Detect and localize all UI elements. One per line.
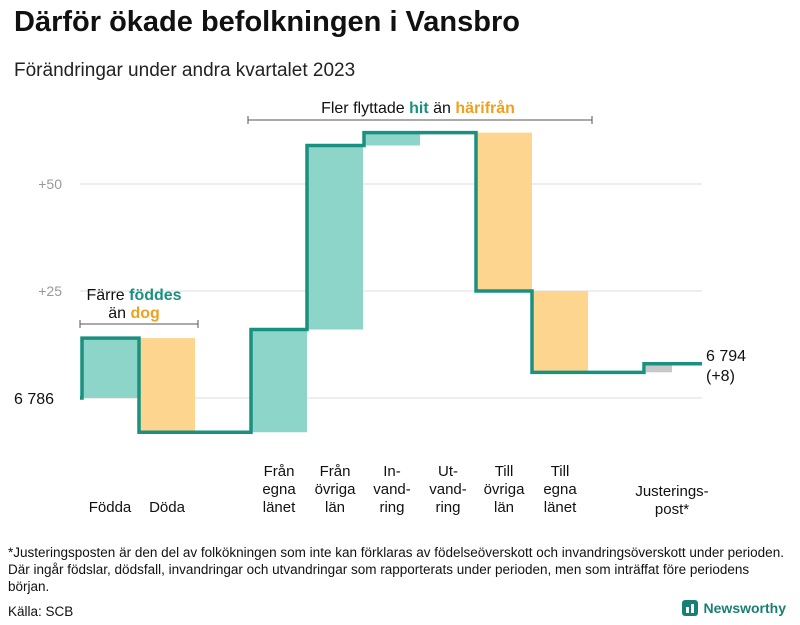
- footnote: *Justeringsposten är den del av folkökni…: [8, 545, 784, 594]
- step-line: [80, 130, 702, 434]
- annotation-births-deaths: än dog: [108, 305, 160, 322]
- waterfall-bar: [476, 132, 532, 291]
- category-label: Från övriga län: [315, 463, 357, 516]
- category-label: Till egna länet: [543, 463, 577, 516]
- waterfall-bar: [307, 145, 363, 330]
- category-label: Döda: [149, 499, 186, 516]
- category-label: Från egna länet: [262, 463, 296, 516]
- waterfall-chart: +25 +50 6 786 6 794 (+8) Födda Döda Från egna län…: [14, 99, 746, 518]
- start-value-label: 6 786: [14, 391, 54, 408]
- waterfall-bar: [646, 363, 672, 373]
- newsworthy-logo-icon: [681, 600, 698, 616]
- category-label: Till övriga län: [484, 463, 526, 516]
- category-label: In-vand-ring: [373, 463, 411, 516]
- brand: Newsworthy: [681, 600, 786, 616]
- waterfall-bar: [532, 291, 588, 373]
- chart-subtitle: Förändringar under andra kvartalet 2023: [14, 60, 356, 81]
- annotation-births-deaths: Färre föddes: [86, 287, 181, 304]
- waterfall-bar: [364, 132, 420, 146]
- y-tick-label: +50: [38, 176, 62, 192]
- y-tick-label: +25: [38, 283, 62, 299]
- category-label: Födda: [89, 499, 132, 516]
- end-value-label: 6 794: [706, 348, 746, 365]
- source-label: Källa: SCB: [8, 604, 74, 619]
- annotation-migration: Fler flyttade hit än härifrån: [321, 99, 515, 117]
- end-change-label: (+8): [706, 368, 735, 385]
- category-label: Justerings-post*: [635, 483, 708, 518]
- waterfall-bar: [251, 329, 307, 433]
- brand-name: Newsworthy: [703, 600, 786, 616]
- waterfall-bar: [139, 338, 195, 433]
- waterfall-bar: [82, 338, 138, 398]
- chart-title: Därför ökade befolkningen i Vansbro: [14, 6, 520, 38]
- category-label: Ut-vand-ring: [429, 463, 467, 516]
